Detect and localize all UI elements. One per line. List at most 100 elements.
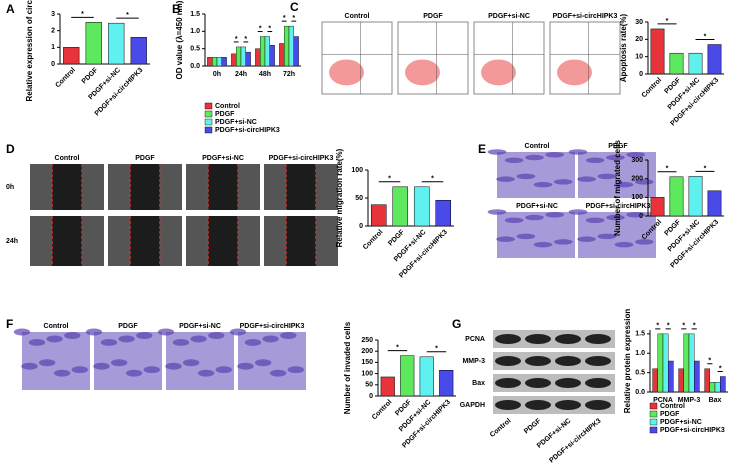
- cell: [143, 366, 160, 374]
- y-axis-label: Relative migration rate(%): [335, 148, 344, 247]
- y-tick-label: 1.0: [635, 350, 645, 357]
- bar: [264, 36, 271, 67]
- cell: [606, 214, 625, 221]
- panel-letter: G: [452, 317, 461, 331]
- blot-protein: MMP-3: [462, 358, 485, 365]
- cell: [64, 332, 81, 339]
- bar: [370, 204, 387, 227]
- image-label: PDGF+si-NC: [516, 203, 558, 210]
- x-tick-label: Control: [371, 399, 394, 422]
- sig-label: *: [431, 176, 434, 183]
- cell: [626, 152, 646, 158]
- blot-band: [555, 400, 581, 410]
- sig-label: *: [283, 15, 286, 22]
- sig-label: *: [667, 323, 670, 330]
- cell: [614, 241, 634, 248]
- cell: [172, 338, 190, 346]
- y-tick-label: 20: [635, 36, 643, 43]
- bar: [211, 57, 218, 67]
- y-tick-label: 0.5: [635, 369, 645, 376]
- bar: [130, 37, 147, 65]
- bar: [678, 368, 684, 393]
- sig-label: *: [388, 176, 391, 183]
- cell: [111, 359, 128, 367]
- cell: [553, 179, 573, 185]
- legend-label: PDGF: [660, 411, 680, 418]
- cell: [269, 369, 287, 377]
- x-tick-label: PDGF: [81, 66, 100, 85]
- cell: [496, 236, 515, 242]
- cell: [568, 209, 588, 215]
- x-tick-label: 24h: [235, 71, 247, 78]
- blot-band: [555, 378, 581, 388]
- bar: [419, 356, 434, 397]
- blot-band: [495, 378, 521, 388]
- blot-protein: PCNA: [465, 336, 485, 343]
- cell: [553, 239, 573, 245]
- blot-protein: Bax: [472, 380, 485, 387]
- scratch-gap: [208, 216, 238, 266]
- x-tick-label: 0h: [213, 71, 221, 78]
- bar: [221, 57, 227, 67]
- bar: [668, 360, 674, 393]
- bar: [260, 36, 266, 67]
- sig-label: *: [682, 323, 685, 330]
- bar: [413, 186, 430, 227]
- y-tick-label: 2: [51, 28, 55, 35]
- image-label: Control: [525, 143, 550, 150]
- cell: [568, 149, 588, 155]
- legend-label: Control: [660, 403, 685, 410]
- x-tick-label: PCNA: [653, 397, 673, 404]
- sig-label: *: [704, 165, 707, 172]
- legend-label: PDGF+si-NC: [660, 419, 702, 426]
- flow-plot: [549, 21, 621, 95]
- cell: [93, 362, 110, 370]
- blot-band: [585, 334, 611, 344]
- y-tick-label: 50: [355, 195, 363, 202]
- blot-band: [525, 356, 551, 366]
- blot-band: [525, 334, 551, 344]
- flow-plot: [397, 21, 469, 95]
- scratch-gap: [130, 164, 160, 210]
- sig-label: *: [704, 33, 707, 40]
- cell: [244, 338, 262, 346]
- y-tick-label: 0: [359, 223, 363, 230]
- y-axis-label: Relative expression of circHIPK3: [25, 0, 34, 101]
- scratch-gap: [208, 164, 238, 210]
- blot-strip: [493, 330, 615, 348]
- cell: [237, 362, 254, 370]
- cell: [634, 239, 654, 245]
- sig-label: *: [235, 36, 238, 43]
- flow-cloud: [481, 59, 516, 86]
- blot-protein: GAPDH: [460, 402, 485, 409]
- cell: [504, 217, 524, 224]
- y-tick-label: 0.5: [190, 46, 200, 53]
- cell: [626, 212, 646, 218]
- cell: [136, 332, 153, 339]
- cell: [157, 328, 175, 336]
- x-tick-label: Bax: [709, 397, 722, 404]
- bar: [400, 355, 415, 397]
- legend-label: PDGF: [215, 111, 235, 118]
- flow-plot: [321, 21, 393, 95]
- cell: [183, 359, 200, 367]
- legend-swatch: [649, 426, 658, 434]
- panel-letter: B: [172, 2, 181, 16]
- blot-band: [495, 400, 521, 410]
- cell: [215, 366, 232, 374]
- cell: [577, 236, 596, 242]
- cell: [585, 157, 605, 164]
- y-tick-label: 50: [365, 382, 373, 389]
- sig-label: *: [435, 346, 438, 353]
- y-tick-label: 100: [361, 370, 373, 377]
- bar: [720, 376, 726, 393]
- cell: [85, 328, 103, 336]
- cell: [197, 369, 215, 377]
- bar: [688, 176, 703, 217]
- bar: [63, 47, 80, 65]
- cell: [533, 181, 553, 188]
- legend-swatch: [204, 102, 213, 110]
- cell: [634, 179, 654, 185]
- bar: [284, 25, 290, 67]
- blot-band: [585, 400, 611, 410]
